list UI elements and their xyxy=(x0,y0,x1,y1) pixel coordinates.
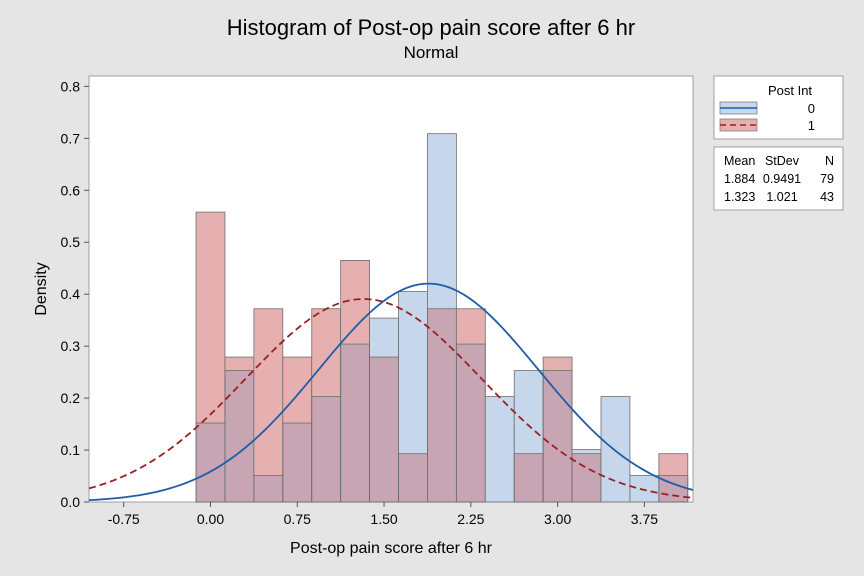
bar-top-6 xyxy=(369,318,399,358)
bar-top-11 xyxy=(514,370,544,454)
bar-overlap-0 xyxy=(196,423,225,502)
bar-overlap-2 xyxy=(253,475,283,502)
x-tick-label-0: -0.75 xyxy=(108,511,140,527)
x-axis-label: Post-op pain score after 6 hr xyxy=(290,540,493,557)
stats-row-0-mean: 1.884 xyxy=(724,172,755,186)
legend-title: Post Int xyxy=(768,83,812,98)
x-tick-label-5: 3.00 xyxy=(544,511,571,527)
x-tick-label-2: 0.75 xyxy=(284,511,311,527)
stats-header-mean: Mean xyxy=(724,154,755,168)
bar-overlap-13 xyxy=(572,453,602,502)
bar-overlap-8 xyxy=(427,308,457,502)
y-tick-label-6: 0.6 xyxy=(61,182,81,198)
y-tick-label-0: 0.0 xyxy=(61,494,81,510)
x-tick-label-1: 0.00 xyxy=(197,511,224,527)
bar-overlap-12 xyxy=(543,370,573,502)
bar-top-8 xyxy=(427,133,457,309)
normal-curve-1 xyxy=(88,298,694,499)
bar-top-13 xyxy=(572,449,602,454)
bars-layer xyxy=(195,133,689,503)
bar-overlap-1 xyxy=(224,370,254,502)
y-tick-label-3: 0.3 xyxy=(61,338,81,354)
y-tick-label-7: 0.7 xyxy=(61,130,81,146)
bar-top-16 xyxy=(658,453,688,476)
bar-top-9 xyxy=(456,308,486,345)
x-tick-label-6: 3.75 xyxy=(631,511,658,527)
stats-header-n: N xyxy=(825,154,834,168)
bar-overlap-6 xyxy=(369,357,399,502)
stats-row-1-n: 43 xyxy=(820,190,834,204)
axes-layer: 0.0 0.1 0.2 0.3 0.4 0.5 0.6 0.7 0.8 -0.75 0.00 0.75… xyxy=(61,78,659,527)
stats-box xyxy=(713,146,844,211)
bar-top-14 xyxy=(601,396,630,502)
stats-row-1-stdev: 1.021 xyxy=(766,190,797,204)
y-tick-label-1: 0.1 xyxy=(61,442,81,458)
y-tick-label-8: 0.8 xyxy=(61,78,81,94)
bar-overlap-4 xyxy=(311,396,341,502)
bar-top-1 xyxy=(224,357,254,371)
stats-table: Mean StDev N 1.884 0.9491 79 1.323 1.021… xyxy=(713,146,844,211)
chart-subtitle: Normal xyxy=(404,43,459,62)
bar-top-7 xyxy=(398,291,428,454)
stats-header-stdev: StDev xyxy=(765,154,800,168)
stats-row-1-mean: 1.323 xyxy=(724,190,755,204)
x-tick-label-3: 1.50 xyxy=(370,511,397,527)
curves-layer xyxy=(88,282,694,502)
legend-label-1: 1 xyxy=(808,118,815,133)
legend-label-0: 0 xyxy=(808,101,815,116)
bar-top-12 xyxy=(543,357,573,371)
y-tick-label-4: 0.4 xyxy=(61,286,81,302)
stats-row-0-n: 79 xyxy=(820,172,834,186)
normal-curve-0 xyxy=(88,282,694,502)
x-tick-label-4: 2.25 xyxy=(457,511,484,527)
bar-top-4 xyxy=(311,308,341,397)
y-tick-label-5: 0.5 xyxy=(61,234,81,250)
bar-overlap-3 xyxy=(282,423,312,502)
legend: Post Int 0 1 xyxy=(713,75,844,140)
bar-top-10 xyxy=(485,396,515,502)
y-axis-label: Density xyxy=(33,262,50,315)
y-tick-label-2: 0.2 xyxy=(61,390,81,406)
bar-top-0 xyxy=(196,212,225,424)
bar-outline-0-14 xyxy=(600,396,631,503)
chart-title: Histogram of Post-op pain score after 6 … xyxy=(227,15,635,40)
bar-top-2 xyxy=(253,308,283,476)
bar-overlap-9 xyxy=(456,344,486,502)
bar-overlap-7 xyxy=(398,453,428,502)
bar-top-3 xyxy=(282,357,312,424)
bar-overlap-5 xyxy=(340,344,370,502)
bar-overlap-11 xyxy=(514,453,544,502)
bar-top-15 xyxy=(629,475,659,502)
stats-row-0-stdev: 0.9491 xyxy=(763,172,801,186)
